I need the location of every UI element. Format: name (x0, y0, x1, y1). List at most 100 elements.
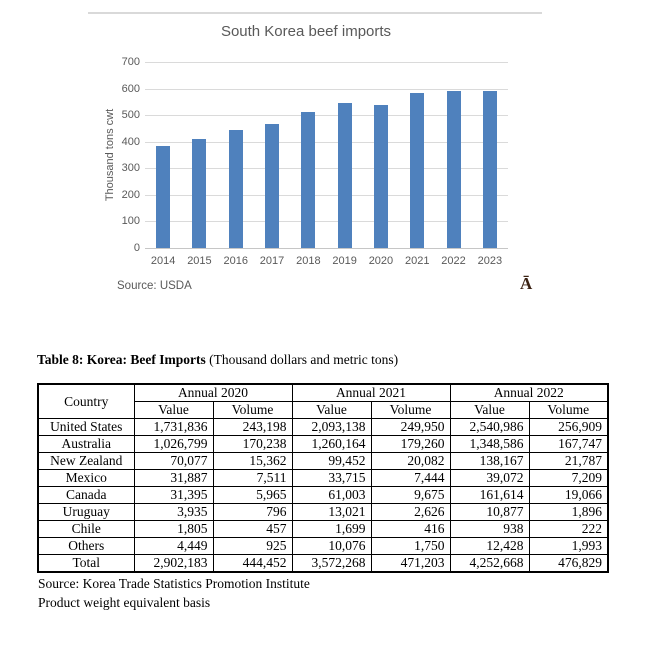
value-cell: 2,902,183 (133, 554, 214, 573)
x-tick-label: 2021 (405, 255, 430, 267)
bar-2017 (265, 124, 280, 248)
value-cell: 925 (212, 537, 293, 555)
bar-2018 (301, 112, 316, 248)
value-cell: 4,449 (133, 537, 214, 555)
table-row: United States 1,731,836 243,198 2,093,138 24… (37, 418, 609, 436)
table-row: Total 2,902,183 444,452 3,572,268 471,203 4,2… (37, 554, 609, 573)
value-cell: 61,003 (291, 486, 372, 504)
value-cell: 1,805 (133, 520, 214, 538)
value-cell: 256,909 (528, 418, 609, 436)
chart-title: South Korea beef imports (220, 23, 392, 40)
gridline (145, 221, 508, 223)
value-cell: 70,077 (133, 452, 214, 470)
value-cell: 170,238 (212, 435, 293, 453)
value-cell: 416 (370, 520, 451, 538)
country-cell: New Zealand (37, 452, 135, 470)
value-cell: 1,993 (528, 537, 609, 555)
x-tick-label: 2020 (368, 255, 394, 267)
table-row: Others 4,449 925 10,076 1,750 12,428 1,993 (37, 537, 609, 555)
country-cell: United States (37, 418, 135, 436)
value-cell: 138,167 (449, 452, 530, 470)
value-cell: 161,614 (449, 486, 530, 504)
value-cell: 99,452 (291, 452, 372, 470)
group-header: Annual 2020 (133, 383, 293, 402)
sub-header-value: Value (449, 401, 530, 419)
value-cell: 1,750 (370, 537, 451, 555)
value-cell: 7,209 (528, 469, 609, 487)
country-cell: Uruguay (37, 503, 135, 521)
value-cell: 7,511 (212, 469, 293, 487)
table-row: New Zealand 70,077 15,362 99,452 20,082 138,1… (37, 452, 609, 470)
value-cell: 243,198 (212, 418, 293, 436)
table-basis-note: Product weight equivalent basis (38, 595, 211, 610)
value-cell: 3,935 (133, 503, 214, 521)
gridline (145, 141, 508, 143)
table-source-note: Source: Korea Trade Statistics Promotion… (38, 576, 310, 591)
x-axis-line (145, 248, 508, 249)
sub-header-volume: Volume (370, 401, 451, 419)
value-cell: 21,787 (528, 452, 609, 470)
gridline (145, 194, 508, 196)
y-tick-label: 400 (121, 135, 140, 148)
table-title: Table 8: Korea: Beef Imports (Thousand d… (37, 352, 609, 368)
bar-2020 (373, 104, 388, 248)
x-tick-label: 2016 (223, 255, 248, 267)
y-tick-label: 100 (121, 215, 140, 228)
sub-header-value: Value (291, 401, 372, 419)
bar-2022 (446, 91, 461, 248)
sub-header-volume: Volume (528, 401, 609, 419)
table-row: Mexico 31,887 7,511 33,715 7,444 39,072 7,209 (37, 469, 609, 487)
header-row-groups: Country Annual 2020 Annual 2021 Annual 2022 (37, 383, 609, 419)
value-cell: 444,452 (212, 554, 293, 573)
bar-2016 (228, 129, 243, 248)
x-tick-label: 2023 (477, 255, 503, 267)
value-cell: 31,395 (133, 486, 214, 504)
table-row: Canada 31,395 5,965 61,003 9,675 161,614 19,06… (37, 486, 609, 504)
value-cell: 7,444 (370, 469, 451, 487)
value-cell: 1,348,586 (449, 435, 530, 453)
x-tick-label: 2018 (296, 255, 321, 267)
country-cell: Australia (37, 435, 135, 453)
value-cell: 476,829 (528, 554, 609, 573)
x-tick-label: 2014 (150, 255, 176, 267)
watermark-glyph: Ā (520, 274, 533, 293)
value-cell: 938 (449, 520, 530, 538)
sub-header-volume: Volume (212, 401, 293, 419)
value-cell: 249,950 (370, 418, 451, 436)
x-tick-label: 2022 (441, 255, 466, 267)
value-cell: 222 (528, 520, 609, 538)
country-cell: Canada (37, 486, 135, 504)
value-cell: 5,965 (212, 486, 293, 504)
country-cell: Others (37, 537, 135, 555)
header-row-measures: Value Volume Value Volume Value Volume (38, 401, 609, 419)
country-cell: Chile (37, 520, 135, 538)
bar-2023 (482, 91, 497, 248)
y-tick-label: 300 (121, 162, 140, 175)
value-cell: 3,572,268 (291, 554, 372, 573)
y-tick-label: 600 (121, 82, 140, 95)
value-cell: 4,252,668 (449, 554, 530, 573)
y-tick-label: 700 (121, 56, 140, 68)
x-tick-label: 2019 (332, 255, 357, 267)
value-cell: 33,715 (291, 469, 372, 487)
bar-2021 (410, 92, 425, 248)
value-cell: 457 (212, 520, 293, 538)
gridline (145, 168, 508, 170)
value-cell: 20,082 (370, 452, 451, 470)
value-cell: 2,093,138 (291, 418, 372, 436)
beef-imports-table: Country Annual 2020 Annual 2021 Annual 2022… (37, 383, 609, 573)
value-cell: 31,887 (133, 469, 214, 487)
country-cell: Total (37, 554, 135, 573)
corner-header-country: Country (37, 383, 135, 419)
table-title-subtitle: (Thousand dollars and metric tons) (205, 352, 399, 367)
value-cell: 19,066 (528, 486, 609, 504)
table-row: Uruguay 3,935 796 13,021 2,626 10,877 1,896 (37, 503, 609, 521)
value-cell: 13,021 (291, 503, 372, 521)
table-row: Australia 1,026,799 170,238 1,260,164 179,26… (37, 435, 609, 453)
gridline (145, 62, 508, 63)
header-rule (88, 12, 542, 14)
x-tick-label: 2017 (259, 255, 285, 267)
value-cell: 179,260 (370, 435, 451, 453)
value-cell: 1,896 (528, 503, 609, 521)
bar-2019 (337, 103, 352, 248)
